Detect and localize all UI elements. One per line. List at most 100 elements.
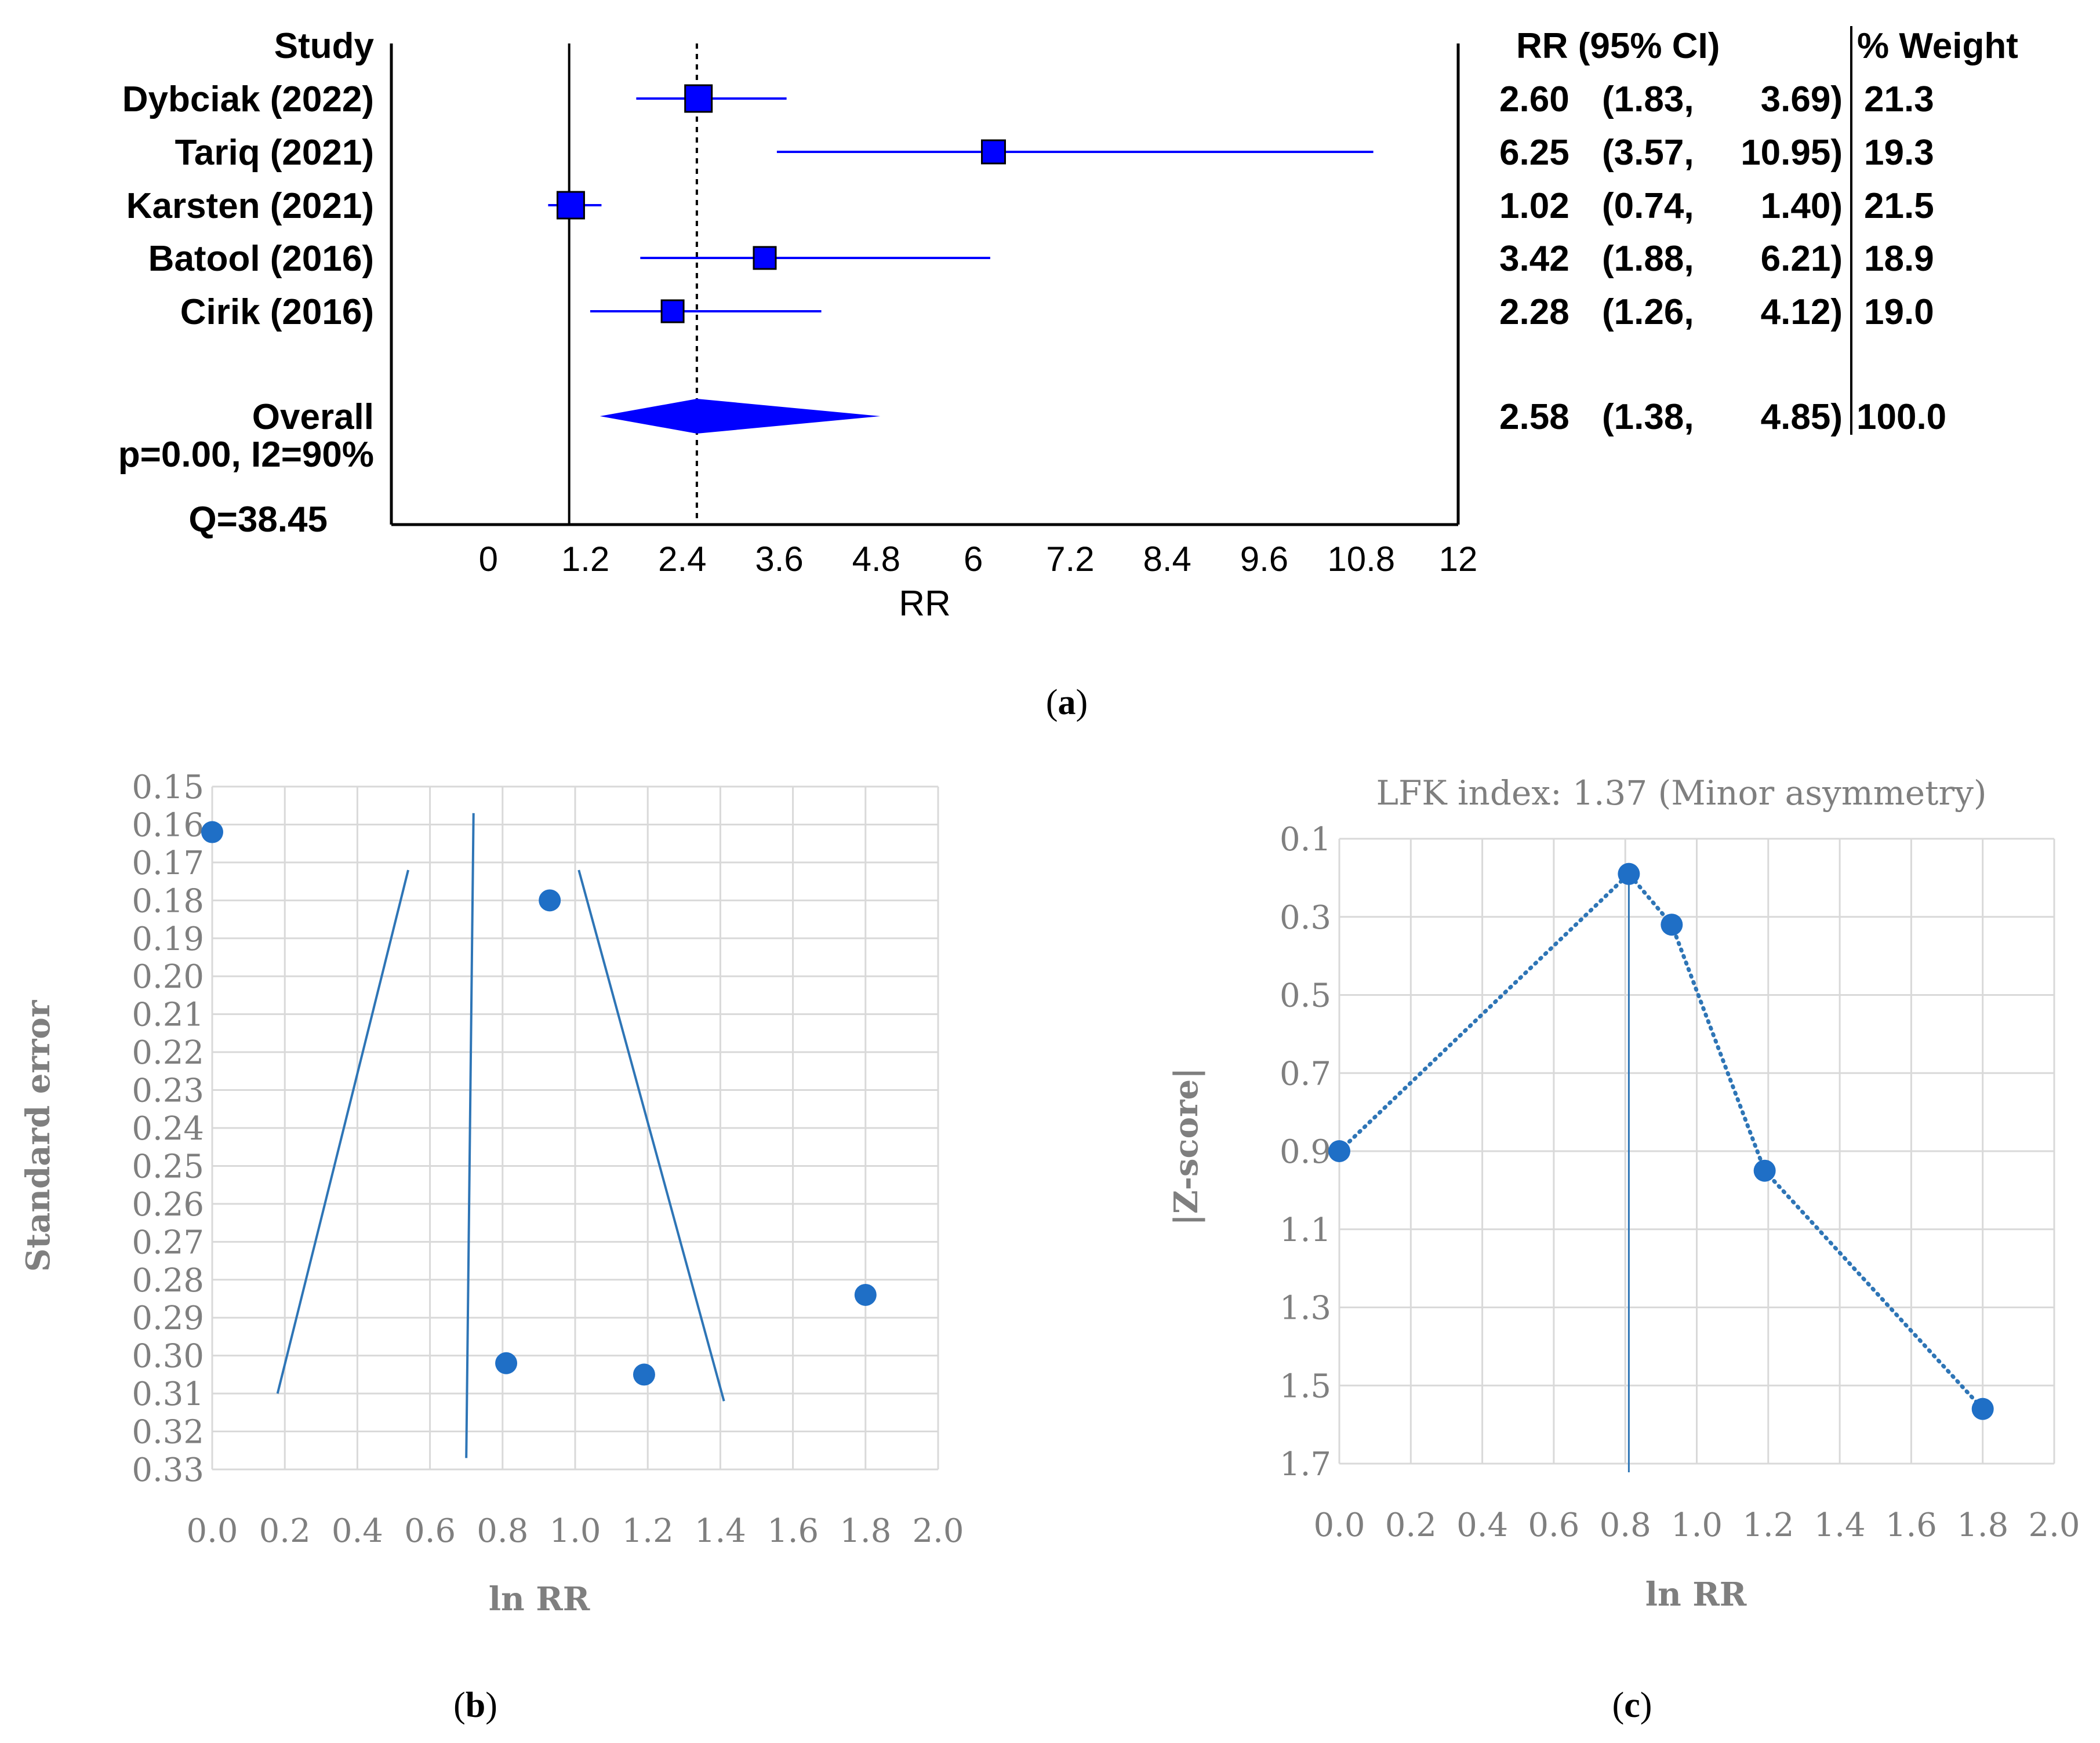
funnel-study-point xyxy=(854,1283,877,1306)
funnel-y-tick-label: 0.29 xyxy=(132,1300,204,1337)
funnel-y-tick-label: 0.25 xyxy=(132,1148,204,1185)
funnel-y-tick-label: 0.33 xyxy=(132,1451,204,1489)
doi-y-tick-label: 1.5 xyxy=(1280,1367,1331,1405)
funnel-study-point xyxy=(633,1363,655,1386)
forest-heterogeneity-1: p=0.00, I2=90% xyxy=(118,435,374,475)
study-ci-lower: (1.88, xyxy=(1602,239,1694,279)
funnel-study-point xyxy=(201,821,223,843)
funnel-y-tick-label: 0.18 xyxy=(132,882,204,920)
doi-y-tick-label: 0.5 xyxy=(1280,977,1331,1015)
study-rr-value: 3.42 xyxy=(1499,239,1569,279)
doi-series-line xyxy=(1337,871,1985,1411)
funnel-y-tick-label: 0.20 xyxy=(132,958,204,996)
funnel-study-point xyxy=(539,889,561,912)
overall-diamond xyxy=(600,399,881,434)
funnel-x-tick-label: 1.0 xyxy=(549,1512,601,1550)
doi-study-point xyxy=(1753,1159,1776,1182)
study-label: Dybciak (2022) xyxy=(122,79,374,119)
caption-c: (c) xyxy=(1612,1686,1652,1725)
forest-rr-header: RR (95% CI) xyxy=(1516,26,1720,66)
doi-y-tick-label: 0.7 xyxy=(1280,1055,1331,1093)
study-label: Cirik (2016) xyxy=(180,292,374,332)
doi-y-tick-label: 1.1 xyxy=(1280,1211,1331,1249)
funnel-y-tick-label: 0.31 xyxy=(132,1376,204,1413)
forest-heterogeneity-2: Q=38.45 xyxy=(188,500,328,540)
funnel-x-tick-label: 1.4 xyxy=(695,1512,746,1550)
study-label: Batool (2016) xyxy=(148,239,374,279)
study-weight: 19.3 xyxy=(1864,133,1934,173)
forest-x-tick-label: 3.6 xyxy=(755,540,803,578)
doi-x-tick-label: 0.4 xyxy=(1456,1507,1508,1544)
doi-plot-panel: 0.0 0.2 0.4 0.6 0.8 1.0 1.2 1.4 1.6 1.8 2.0 0.1 0.3 0… xyxy=(1167,773,2080,1725)
funnel-x-tick-label: 2.0 xyxy=(912,1512,964,1550)
study-ci-lower: (0.74, xyxy=(1602,186,1694,226)
doi-x-axis-title: ln RR xyxy=(1645,1575,1747,1614)
doi-y-tick-label: 0.9 xyxy=(1280,1133,1331,1171)
forest-x-tick-label: 8.4 xyxy=(1143,540,1191,578)
funnel-left-limit-line xyxy=(276,869,409,1394)
doi-x-tick-label: 0.6 xyxy=(1528,1507,1579,1544)
doi-y-tick-label: 1.7 xyxy=(1280,1446,1331,1483)
funnel-y-tick-label: 0.19 xyxy=(132,920,204,958)
doi-x-tick-label: 1.4 xyxy=(1814,1507,1866,1544)
doi-y-tick-label: 1.3 xyxy=(1280,1290,1331,1327)
funnel-y-tick-label: 0.32 xyxy=(132,1414,204,1451)
study-rr-value: 2.28 xyxy=(1499,292,1569,332)
forest-x-tick-label: 9.6 xyxy=(1240,540,1288,578)
forest-x-tick-label: 12 xyxy=(1439,540,1478,578)
funnel-x-axis-title: ln RR xyxy=(489,1580,590,1618)
study-rr-value: 2.60 xyxy=(1499,79,1569,119)
doi-y-tick-label: 0.1 xyxy=(1280,821,1331,858)
overall-rr-value: 2.58 xyxy=(1499,397,1569,437)
study-weight: 19.0 xyxy=(1864,292,1934,332)
doi-x-tick-label: 1.0 xyxy=(1671,1507,1723,1544)
forest-x-tick-label: 6 xyxy=(964,540,983,578)
study-point-estimate xyxy=(980,139,1006,165)
caption-b: (b) xyxy=(453,1686,497,1725)
funnel-y-tick-label: 0.26 xyxy=(132,1186,204,1224)
doi-x-tick-label: 2.0 xyxy=(2028,1507,2080,1544)
doi-study-point xyxy=(1971,1398,1994,1420)
doi-x-tick-label: 1.8 xyxy=(1957,1507,2008,1544)
funnel-plot-panel: 0.0 0.2 0.4 0.6 0.8 1.0 1.2 1.4 1.6 1.8 2.00.150.1… xyxy=(19,769,964,1725)
funnel-x-tick-label: 0.2 xyxy=(259,1512,311,1550)
funnel-y-tick-label: 0.17 xyxy=(132,845,204,882)
funnel-y-tick-label: 0.30 xyxy=(132,1338,204,1376)
study-label: Tariq (2021) xyxy=(175,133,374,173)
forest-study-header: Study xyxy=(274,26,375,66)
doi-x-tick-label: 1.6 xyxy=(1885,1507,1937,1544)
doi-x-tick-label: 0.8 xyxy=(1600,1507,1651,1544)
funnel-x-tick-label: 1.8 xyxy=(840,1512,891,1550)
doi-study-point xyxy=(1618,863,1640,885)
study-weight: 18.9 xyxy=(1864,239,1934,279)
doi-y-tick-label: 0.3 xyxy=(1280,899,1331,937)
study-ci-upper: 4.12) xyxy=(1761,292,1843,332)
study-weight: 21.5 xyxy=(1864,186,1934,226)
forest-x-tick-label: 0 xyxy=(479,540,498,578)
doi-study-point xyxy=(1328,1140,1350,1162)
forest-x-axis-title: RR xyxy=(899,584,951,624)
overall-ci-upper: 4.85) xyxy=(1761,397,1843,437)
study-ci-lower: (3.57, xyxy=(1602,133,1694,173)
doi-chart-title: LFK index: 1.37 (Minor asymmetry) xyxy=(1376,773,1986,813)
forest-x-tick-label: 10.8 xyxy=(1327,540,1395,578)
funnel-y-axis-title: Standard error xyxy=(19,999,57,1272)
funnel-x-tick-label: 0.4 xyxy=(332,1512,383,1550)
doi-x-tick-label: 1.2 xyxy=(1742,1507,1794,1544)
funnel-y-tick-label: 0.24 xyxy=(132,1110,204,1148)
study-ci-upper: 10.95) xyxy=(1741,133,1843,173)
overall-ci-lower: (1.38, xyxy=(1602,397,1694,437)
forest-x-tick-label: 7.2 xyxy=(1046,540,1094,578)
doi-y-axis-title: |Z-score| xyxy=(1167,1068,1205,1226)
funnel-x-tick-label: 0.6 xyxy=(404,1512,456,1550)
forest-x-tick-label: 4.8 xyxy=(852,540,900,578)
forest-plot-panel: Study RR (95% CI) % Weight p=0.00, I2=90… xyxy=(118,26,2018,722)
study-point-estimate xyxy=(753,246,777,270)
study-point-estimate xyxy=(556,191,585,220)
funnel-right-limit-line xyxy=(577,869,725,1402)
study-point-estimate xyxy=(660,299,685,323)
forest-x-tick-label: 2.4 xyxy=(658,540,706,578)
funnel-y-tick-label: 0.23 xyxy=(132,1072,204,1110)
funnel-study-point xyxy=(495,1352,518,1374)
study-ci-upper: 6.21) xyxy=(1761,239,1843,279)
